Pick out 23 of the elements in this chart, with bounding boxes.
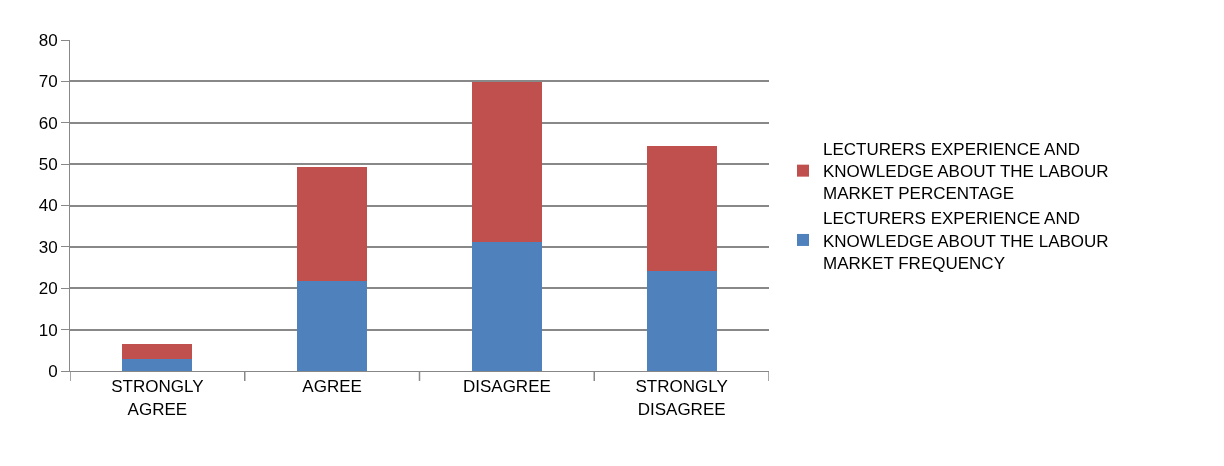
legend-label: LECTURERS EXPERIENCE AND KNOWLEDGE ABOUT THE LABOUR MARKET PERCENTAGE <box>822 140 1109 204</box>
bar <box>297 167 368 281</box>
y-tick-label: 0 <box>48 361 58 381</box>
x-tick-label: AGREE <box>302 377 362 397</box>
x-tick-label: STRONGLY AGREE <box>111 377 204 419</box>
bar <box>471 241 542 371</box>
y-tick-label: 10 <box>38 320 58 340</box>
bar <box>122 343 193 359</box>
x-tick-label: STRONGLY DISAGREE <box>635 377 728 419</box>
y-tick-label: 50 <box>38 155 58 175</box>
x-tick-label: DISAGREE <box>462 377 551 397</box>
y-tick-label: 60 <box>38 113 58 133</box>
y-tick-label: 20 <box>38 279 58 299</box>
bar <box>122 358 193 371</box>
bar <box>471 81 542 242</box>
y-tick-label: 80 <box>38 30 58 50</box>
y-tick-label: 40 <box>38 196 58 216</box>
bar <box>646 271 717 371</box>
legend-label: LECTURERS EXPERIENCE AND KNOWLEDGE ABOUT THE LABOUR MARKET FREQUENCY <box>822 209 1109 273</box>
y-tick-label: 70 <box>38 72 58 92</box>
bar <box>297 280 368 371</box>
bar <box>646 146 717 272</box>
y-tick-label: 30 <box>38 237 58 257</box>
